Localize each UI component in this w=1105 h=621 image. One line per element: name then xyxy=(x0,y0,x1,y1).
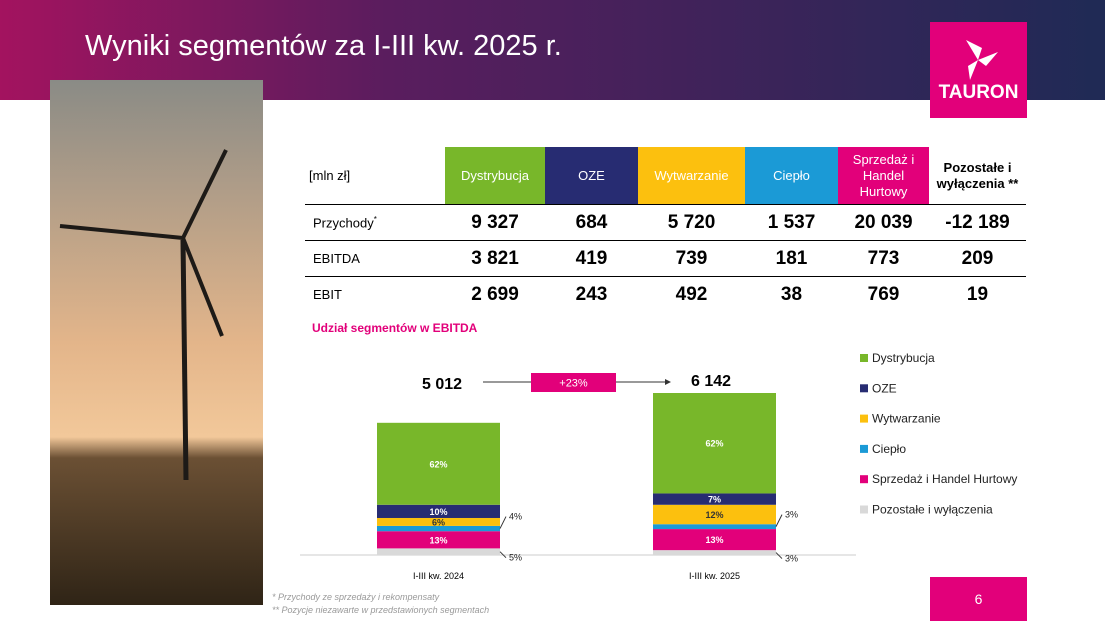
cell: 739 xyxy=(638,240,745,277)
logo-text: TAURON xyxy=(938,82,1019,103)
cell: 3 821 xyxy=(445,240,545,277)
turbine xyxy=(59,149,228,481)
column-header: Ciepło xyxy=(745,147,838,205)
table-row: EBITDA 3 821 419 739 181 773 209 xyxy=(305,240,1026,277)
slide-title: Wyniki segmentów za I-III kw. 2025 r. xyxy=(85,30,562,62)
photo xyxy=(50,80,263,605)
row-label: EBIT xyxy=(305,276,445,312)
footnote: ** Pozycje niezawarte w przedstawionych … xyxy=(272,605,490,615)
cell: 5 720 xyxy=(638,204,745,241)
row-label-text: Przychody xyxy=(313,215,374,231)
results-table: [mln zł] Dystrybucja OZE Wytwarzanie Ciepło S… xyxy=(305,147,1026,312)
row-note: * xyxy=(373,214,377,224)
cell: 38 xyxy=(745,276,838,312)
column-header: Wytwarzanie xyxy=(638,147,745,205)
cell: 2 699 xyxy=(445,276,545,312)
page-number: 6 xyxy=(930,577,1027,621)
cell: 9 327 xyxy=(445,204,545,241)
cell: 20 039 xyxy=(838,204,929,241)
unit: [mln zł] xyxy=(309,167,351,183)
cell: -12 189 xyxy=(929,204,1026,241)
column-header: Sprzedaż i Handel Hurtowy xyxy=(838,147,929,205)
logo-icon xyxy=(966,40,998,80)
cell: 773 xyxy=(838,240,929,277)
row-label-text: EBIT xyxy=(313,287,342,302)
row-label: Przychody* xyxy=(305,204,445,241)
cell: 243 xyxy=(545,276,638,312)
cell: 769 xyxy=(838,276,929,312)
row-label-text: EBITDA xyxy=(313,251,360,266)
cell: 181 xyxy=(745,240,838,277)
cell: 1 537 xyxy=(745,204,838,241)
table-row: Przychody* 9 327 684 5 720 1 537 20 039 -12 18… xyxy=(305,204,1026,241)
cell: 684 xyxy=(545,204,638,241)
column-header: OZE xyxy=(545,147,638,205)
cell: 209 xyxy=(929,240,1026,277)
column-header: Pozostałe i wyłączenia ** xyxy=(936,159,1019,191)
cell: 492 xyxy=(638,276,745,312)
column-header: Dystrybucja xyxy=(445,147,545,205)
cell: 19 xyxy=(929,276,1026,312)
table-row: EBIT 2 699 243 492 38 769 19 xyxy=(305,276,1026,312)
row-label: EBITDA xyxy=(305,240,445,277)
cell: 419 xyxy=(545,240,638,277)
footnote: * Przychody ze sprzedaży i rekompensaty xyxy=(272,592,440,602)
logo: TAURON xyxy=(930,22,1027,118)
